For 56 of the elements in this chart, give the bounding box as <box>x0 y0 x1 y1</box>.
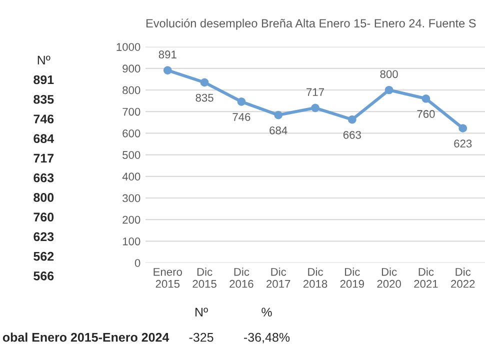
text: obal Enero 2015-Enero 2024 <box>2 332 170 342</box>
x-tick-label: Dic 2020 <box>377 268 401 288</box>
text: 623 <box>34 232 54 242</box>
x-tick-label: Dic 2022 <box>451 268 475 288</box>
x-tick-label: Enero 2015 <box>154 268 182 288</box>
point <box>458 124 468 132</box>
text: 891 <box>34 75 54 84</box>
point <box>348 115 356 124</box>
point <box>237 97 246 106</box>
text: -36,48% <box>244 332 290 344</box>
text: 835 <box>34 94 54 104</box>
x-tick-label: Dic 2017 <box>266 268 290 288</box>
y-tick-label: 400 <box>122 172 140 181</box>
text: 746 <box>34 114 54 124</box>
text: % <box>262 308 272 317</box>
y-tick-label: 0 <box>134 259 140 267</box>
text: 760 <box>34 212 54 222</box>
x-tick-label: Dic 2021 <box>414 268 438 288</box>
x-tick-label: Dic 2018 <box>303 268 328 288</box>
data-label: 835 <box>196 94 214 102</box>
point <box>384 86 394 94</box>
data-label: 684 <box>270 126 288 134</box>
data-label: 717 <box>306 88 324 96</box>
y-tick-label: 300 <box>122 194 140 202</box>
text: 684 <box>34 134 54 144</box>
text: 663 <box>34 173 54 182</box>
text: -325 <box>189 332 214 342</box>
y-tick-label: 800 <box>122 86 140 94</box>
data-label: 663 <box>343 130 361 139</box>
y-tick-label: 700 <box>122 108 140 116</box>
data-label: 760 <box>417 110 435 118</box>
y-tick-label: 1000 <box>116 43 140 51</box>
text: 562 <box>34 252 54 261</box>
x-tick-label: Dic 2015 <box>192 268 216 288</box>
chart-title: Evolución desempleo Breña Alta Enero 15- Enero 24. Fuente S <box>146 18 476 30</box>
y-tick-label: 500 <box>122 151 140 159</box>
point <box>163 66 172 75</box>
text: Nº <box>196 308 208 316</box>
x-tick-label: Dic 2019 <box>340 268 364 288</box>
point <box>200 78 209 87</box>
data-label: 800 <box>380 70 398 78</box>
point <box>422 94 430 103</box>
y-tick-label: 600 <box>122 129 140 138</box>
text: 800 <box>34 193 54 202</box>
text: 566 <box>34 272 54 280</box>
point <box>274 110 283 120</box>
text: Nº <box>38 56 50 64</box>
data-label: 891 <box>158 50 176 58</box>
text: 717 <box>34 154 54 163</box>
y-tick-label: 200 <box>122 216 140 224</box>
data-label: 746 <box>232 113 250 121</box>
y-tick-label: 100 <box>122 237 140 246</box>
data-label: 623 <box>454 140 472 148</box>
point <box>311 104 320 112</box>
y-tick-label: 900 <box>122 64 140 73</box>
x-tick-label: Dic 2016 <box>230 268 254 288</box>
